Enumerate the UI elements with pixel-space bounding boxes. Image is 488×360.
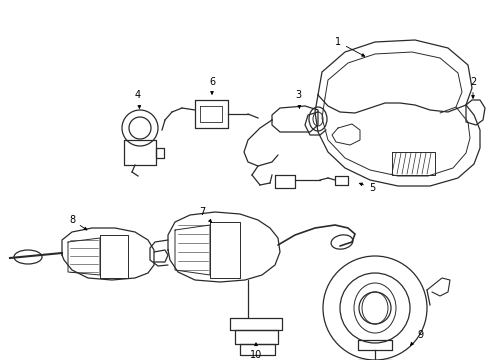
Text: 10: 10 bbox=[249, 343, 262, 360]
Text: 9: 9 bbox=[410, 330, 422, 345]
Text: 1: 1 bbox=[334, 37, 364, 56]
Text: 8: 8 bbox=[69, 215, 87, 230]
Text: 4: 4 bbox=[135, 90, 141, 108]
Text: 2: 2 bbox=[469, 77, 475, 98]
Text: 5: 5 bbox=[359, 183, 374, 193]
Text: 6: 6 bbox=[208, 77, 215, 94]
Text: 3: 3 bbox=[294, 90, 301, 108]
Text: 7: 7 bbox=[199, 207, 211, 222]
